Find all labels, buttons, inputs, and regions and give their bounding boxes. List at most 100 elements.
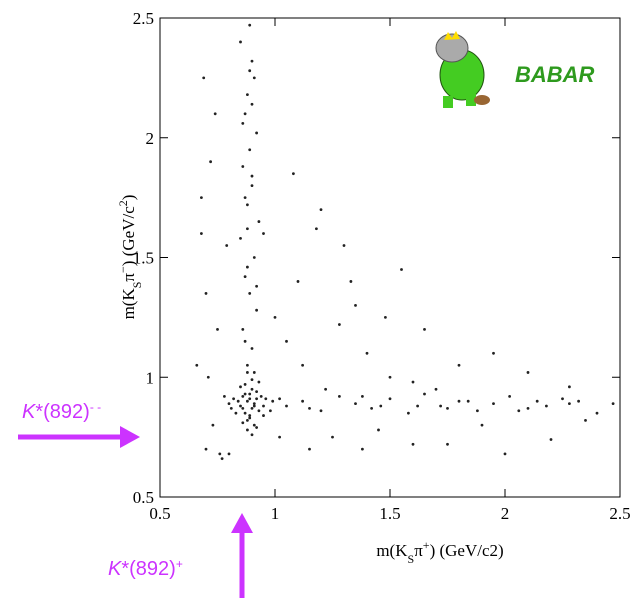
point: [241, 395, 245, 398]
point: [259, 395, 263, 398]
point: [278, 397, 281, 401]
point: [227, 402, 231, 405]
point: [262, 232, 265, 235]
y-tick-label: 1.5: [133, 249, 154, 268]
point: [246, 399, 249, 403]
point: [243, 339, 247, 343]
point: [216, 327, 219, 331]
point: [269, 409, 272, 413]
point: [250, 184, 254, 188]
point: [411, 380, 415, 384]
point: [338, 395, 341, 398]
x-tick-label: 2: [501, 504, 510, 523]
point: [236, 399, 240, 403]
point: [248, 392, 252, 396]
point: [250, 406, 254, 410]
y-tick-label: 1: [146, 368, 155, 387]
point: [508, 395, 511, 398]
point: [252, 423, 256, 427]
point: [349, 280, 353, 283]
point: [200, 196, 203, 200]
point: [285, 339, 288, 343]
point: [439, 404, 442, 408]
point: [248, 148, 252, 152]
point: [246, 265, 249, 269]
point: [250, 102, 254, 106]
point: [476, 409, 479, 413]
point: [246, 428, 249, 432]
point: [262, 414, 265, 417]
point: [561, 397, 564, 401]
x-tick-label: 2.5: [609, 504, 630, 523]
point: [250, 378, 254, 382]
point: [331, 435, 334, 439]
x-label-part: m(K: [376, 541, 408, 560]
point: [595, 411, 599, 415]
y-label-part: −: [116, 266, 130, 273]
point: [209, 160, 213, 164]
point: [354, 304, 357, 307]
point: [252, 404, 256, 408]
y-label-part: π: [119, 273, 138, 282]
point: [252, 76, 256, 80]
point: [535, 399, 539, 403]
point: [568, 402, 571, 405]
point: [264, 397, 268, 401]
point: [255, 131, 258, 135]
point: [545, 404, 548, 408]
point: [252, 256, 256, 259]
point: [250, 387, 254, 391]
point: [213, 112, 217, 116]
x-label-part: +: [423, 538, 430, 552]
point: [315, 227, 318, 231]
point: [243, 275, 247, 279]
point: [388, 375, 392, 379]
point: [457, 399, 461, 403]
point: [232, 397, 236, 401]
point: [202, 76, 206, 80]
point: [342, 244, 346, 247]
y-label-part: 2: [116, 200, 130, 206]
point: [577, 399, 580, 403]
point: [568, 385, 571, 389]
point: [255, 390, 258, 394]
x-tick-label: 1.5: [379, 504, 400, 523]
point: [195, 363, 199, 367]
annotation-part: K: [22, 401, 37, 423]
point: [388, 397, 392, 401]
point: [246, 371, 249, 374]
annotation: K*(892)+: [108, 557, 183, 580]
point: [319, 409, 323, 413]
point: [480, 423, 484, 427]
point: [239, 404, 242, 408]
y-label-part: S: [130, 282, 144, 289]
point: [241, 406, 245, 410]
annotation-part: K: [108, 558, 123, 580]
point: [206, 375, 210, 379]
point: [243, 383, 247, 386]
point: [225, 244, 229, 247]
point: [257, 220, 261, 223]
point: [526, 406, 530, 410]
point: [446, 442, 449, 446]
point: [227, 452, 231, 456]
point: [423, 327, 426, 331]
point: [223, 395, 226, 398]
point: [384, 315, 387, 319]
y-label-part: m(K: [119, 288, 138, 320]
point: [400, 268, 403, 271]
point: [248, 69, 252, 73]
point: [308, 447, 311, 451]
point: [220, 457, 224, 461]
annotation-part: +: [176, 557, 183, 571]
point: [423, 392, 426, 396]
logo-text: BABAR: [515, 62, 595, 87]
point: [379, 404, 383, 408]
point: [243, 392, 247, 396]
point: [243, 411, 247, 415]
point: [250, 433, 254, 437]
point: [301, 363, 304, 367]
point: [243, 196, 247, 200]
point: [257, 409, 261, 413]
